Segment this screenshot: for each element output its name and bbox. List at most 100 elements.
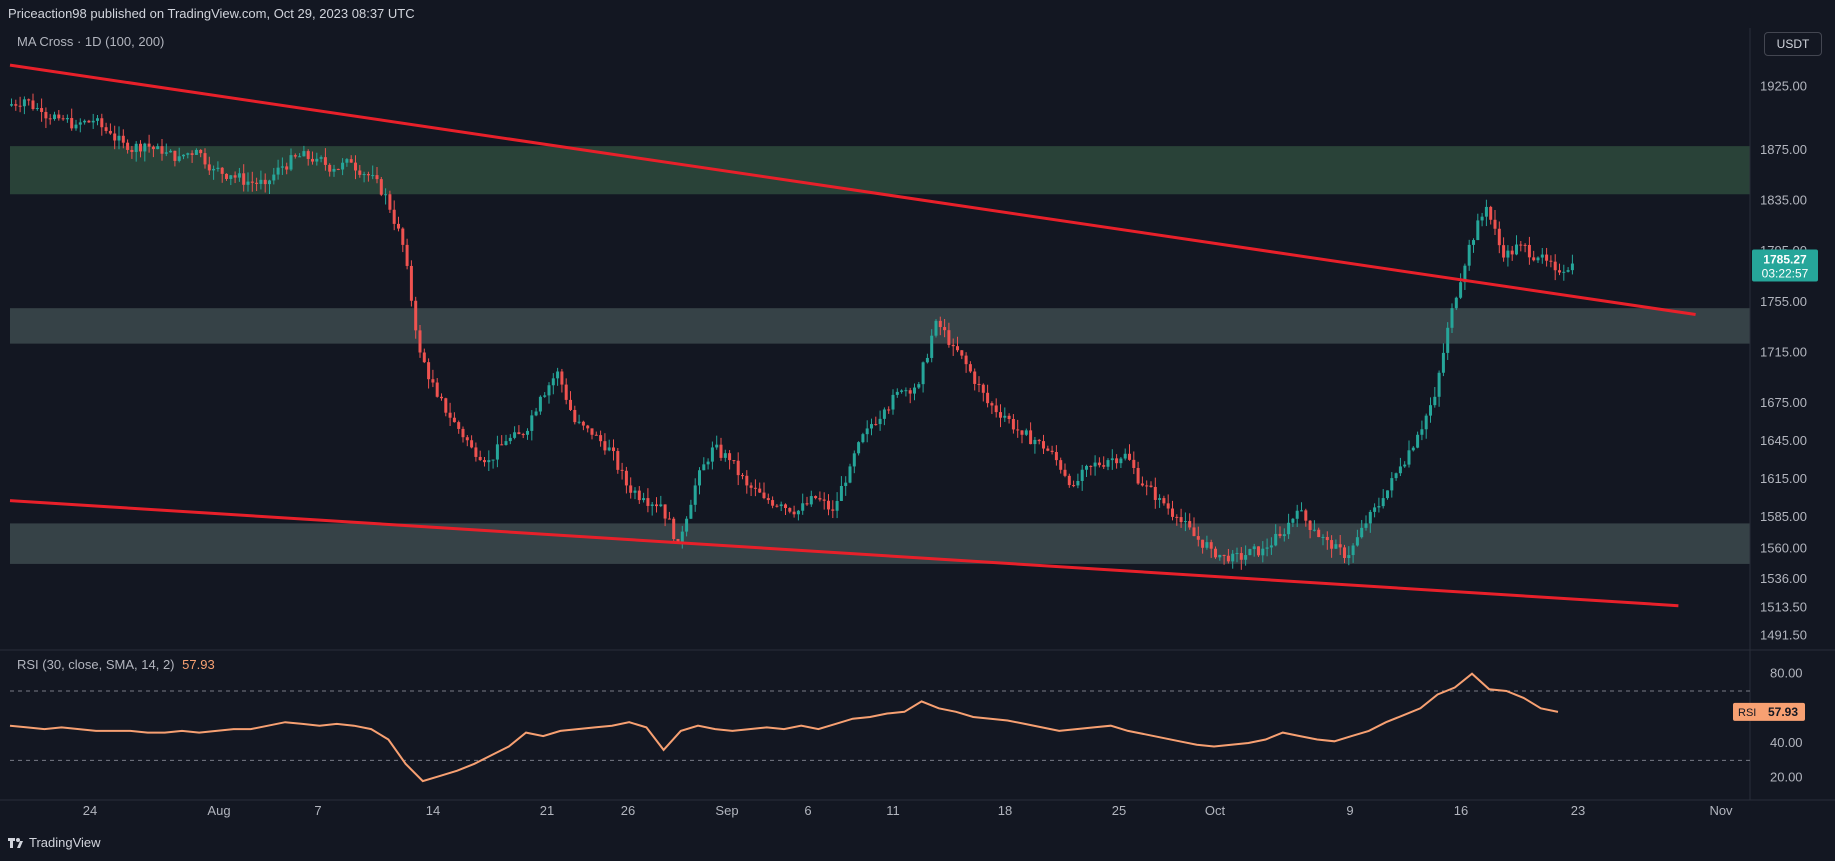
candle-body — [741, 475, 744, 477]
candle-body — [130, 149, 134, 152]
candle-body — [1089, 465, 1093, 467]
candle-body — [1429, 405, 1432, 416]
candle-body — [1218, 554, 1222, 558]
candle-body — [1016, 429, 1020, 431]
candle-body — [1463, 265, 1467, 283]
candle-body — [728, 453, 732, 461]
time-axis: 24 Aug 7 14 21 26 Sep 6 11 18 25 Oct 9 16 23 Nov — [0, 799, 1835, 818]
candle-body — [1222, 554, 1226, 556]
time-tick-label: 21 — [540, 803, 554, 818]
candle-body — [263, 179, 267, 185]
candle-body — [323, 157, 327, 165]
candle-body — [139, 143, 142, 152]
candle-body — [1497, 228, 1501, 246]
candle-body — [551, 378, 555, 386]
candle-body — [1459, 282, 1463, 298]
tradingview-logo[interactable] — [8, 834, 24, 850]
rsi-current-value: 57.93 — [182, 657, 215, 672]
candle-body — [917, 384, 921, 388]
rsi-line — [9, 672, 1559, 783]
candle-body — [646, 498, 650, 506]
candle-body — [1295, 510, 1299, 519]
candle-body — [1153, 486, 1157, 500]
candle-body — [1545, 254, 1549, 261]
trendline-1 — [9, 499, 1679, 608]
time-tick-label: 25 — [1112, 803, 1126, 818]
candle-body — [474, 447, 478, 457]
candle-body — [1282, 534, 1286, 537]
candle-body — [108, 130, 112, 134]
price-tick-label: 1513.50 — [1760, 600, 1807, 615]
candle-body — [960, 350, 964, 356]
candle-body — [594, 434, 598, 436]
candle-body — [878, 418, 882, 425]
candle-body — [822, 499, 826, 501]
candle-body — [182, 154, 185, 157]
candle-body — [1549, 260, 1553, 262]
candle-body — [121, 135, 125, 143]
candle-body — [814, 496, 818, 499]
candle-body — [556, 371, 560, 379]
candle-body — [1239, 553, 1243, 560]
candle-body — [1063, 469, 1067, 476]
candle-body — [895, 391, 899, 395]
candle-body — [1257, 546, 1260, 556]
candle-body — [1145, 485, 1149, 487]
candle-body — [1472, 240, 1475, 245]
candle-body — [379, 179, 383, 195]
price-tick-label: 1615.00 — [1760, 471, 1807, 486]
candle-body — [577, 421, 581, 423]
candle-body — [371, 175, 375, 177]
currency-button[interactable]: USDT — [1764, 32, 1822, 56]
candle-body — [702, 464, 706, 471]
zone-1 — [10, 308, 1750, 344]
rsi-badge-value: 57.93 — [1768, 705, 1798, 719]
rsi-badge-name: RSI — [1738, 707, 1756, 719]
candle-body — [18, 105, 22, 107]
candle-body — [345, 159, 349, 163]
candle-body — [1171, 508, 1174, 517]
candle-body — [1394, 473, 1398, 479]
candle-body — [216, 167, 220, 169]
candle-body — [930, 335, 934, 358]
candle-body — [1244, 555, 1248, 560]
candle-body — [336, 168, 340, 170]
candle-body — [143, 143, 147, 152]
candle-body — [35, 108, 39, 110]
candle-body — [887, 409, 891, 411]
candle-body — [1381, 498, 1385, 507]
candle-body — [1566, 270, 1570, 272]
candle-body — [212, 168, 216, 171]
candle-body — [1076, 480, 1080, 486]
candle-body — [83, 120, 87, 123]
price-tick-label: 1536.00 — [1760, 571, 1807, 586]
candle-body — [715, 444, 719, 448]
candle-body — [1364, 523, 1368, 528]
candle-body — [857, 442, 861, 454]
candle-body — [508, 437, 512, 442]
candle-body — [861, 434, 865, 443]
candle-body — [405, 244, 409, 266]
candle-body — [637, 490, 641, 501]
candle-body — [1433, 396, 1437, 406]
candle-body — [779, 504, 783, 507]
candle-body — [1570, 263, 1574, 271]
candle-body — [1558, 270, 1561, 273]
candle-body — [852, 453, 856, 467]
price-tick-label: 1491.50 — [1760, 627, 1807, 642]
candle-body — [276, 167, 280, 175]
candle-body — [44, 111, 48, 119]
candle-body — [302, 151, 306, 157]
candle-body — [775, 505, 779, 507]
candle-body — [354, 162, 357, 171]
candle-body — [177, 156, 181, 161]
candle-body — [126, 142, 130, 150]
candle-body — [375, 175, 379, 180]
candle-body — [538, 396, 542, 412]
candle-body — [564, 384, 568, 400]
candle-body — [1420, 429, 1424, 435]
candle-body — [1368, 511, 1372, 524]
candle-body — [1351, 545, 1355, 556]
